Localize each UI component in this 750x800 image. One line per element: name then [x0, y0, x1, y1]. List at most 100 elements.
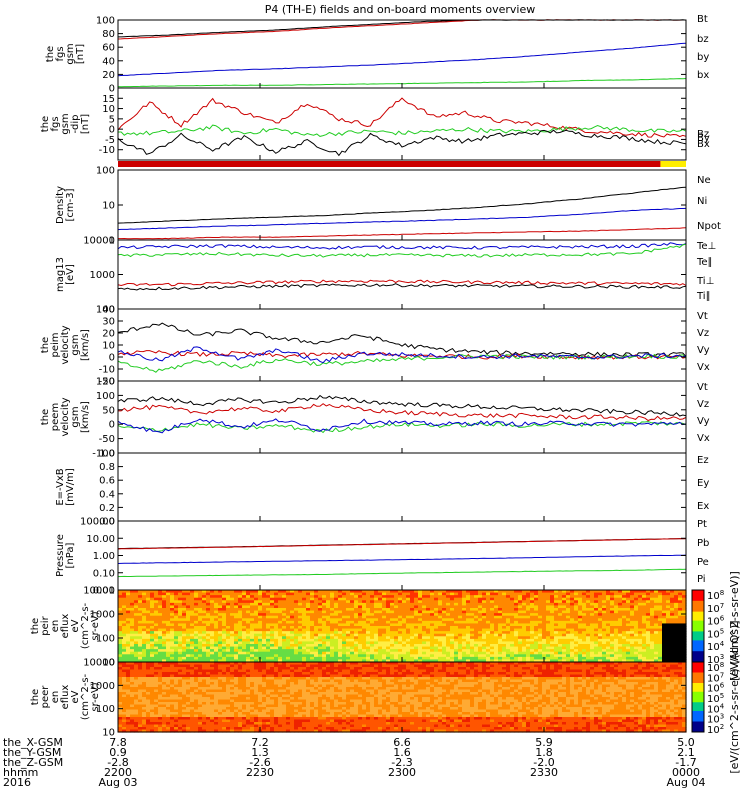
heat-cell [474, 633, 479, 637]
heat-cell [658, 659, 663, 663]
heat-cell [594, 626, 599, 630]
heat-cell [334, 602, 339, 607]
heat-cell [678, 613, 683, 617]
heat-cell [486, 590, 491, 594]
heat-cell [130, 623, 135, 627]
heat-cell [258, 628, 263, 632]
heat-cell [178, 654, 183, 658]
heat-cell [406, 649, 411, 653]
heat-cell [578, 636, 583, 640]
heat-cell [478, 651, 483, 655]
heat-cell [458, 623, 463, 627]
heat-cell [238, 597, 243, 601]
heat-cell [290, 595, 295, 599]
heat-cell [198, 628, 203, 632]
colorbar-label: [eV/(cm^2-s-sr-eV)] [728, 571, 741, 681]
heat-cell [574, 659, 579, 663]
heat-cell [194, 638, 199, 643]
heat-cell [502, 597, 507, 601]
heat-cell [346, 602, 351, 607]
heat-cell [282, 610, 287, 614]
heat-cell [622, 608, 627, 612]
heat-cell [558, 654, 563, 658]
heat-cell [366, 638, 371, 643]
heat-cell [210, 714, 215, 718]
heat-cell [638, 641, 643, 645]
heat-cell [226, 638, 231, 643]
heat-cell [614, 600, 619, 604]
heat-cell [366, 633, 371, 637]
heat-cell [566, 651, 571, 655]
heat-cell [142, 597, 147, 601]
heat-cell [334, 644, 339, 648]
heat-cell [486, 654, 491, 658]
heat-cell [518, 649, 523, 653]
heat-cell [250, 651, 255, 655]
heat-cell [154, 618, 159, 622]
heat-cell [414, 644, 419, 648]
heat-cell [126, 704, 131, 708]
heat-cell [542, 633, 547, 637]
heat-cell [306, 605, 311, 609]
heat-cell [238, 600, 243, 604]
heat-cell [202, 659, 207, 663]
heat-cell [306, 636, 311, 640]
heat-cell [322, 592, 327, 596]
heat-cell [306, 623, 311, 627]
heat-cell [206, 618, 211, 622]
heat-cell [118, 667, 123, 671]
heat-cell [662, 590, 667, 594]
heat-cell [210, 667, 215, 671]
heat-cell [198, 592, 203, 596]
heat-cell [650, 615, 655, 619]
heat-cell [582, 600, 587, 604]
heat-cell [222, 636, 227, 640]
heat-cell [434, 590, 439, 594]
heat-cell [446, 613, 451, 617]
heat-cell [466, 602, 471, 607]
heat-cell [470, 641, 475, 645]
heat-cell [566, 649, 571, 653]
heat-cell [594, 641, 599, 645]
heat-cell [138, 623, 143, 627]
heat-cell [366, 654, 371, 658]
heat-cell [178, 641, 183, 645]
y-tick-label: 10 [102, 201, 115, 212]
heat-cell [642, 590, 647, 594]
heat-cell [290, 592, 295, 596]
heat-cell [650, 636, 655, 640]
heat-cell [150, 618, 155, 622]
heat-cell [278, 654, 283, 658]
heat-cell [530, 631, 535, 635]
heat-cell [518, 638, 523, 643]
heat-cell [178, 697, 183, 701]
heat-cell [642, 656, 647, 661]
heat-cell [434, 613, 439, 617]
heat-cell [146, 623, 151, 627]
heat-cell [130, 727, 135, 731]
heat-cell [242, 615, 247, 619]
heat-cell [242, 592, 247, 596]
heat-cell [166, 709, 171, 713]
heat-cell [274, 620, 279, 625]
heat-cell [122, 644, 127, 648]
heat-cell [182, 656, 187, 661]
heat-cell [142, 672, 147, 676]
heat-cell [482, 654, 487, 658]
heat-cell [198, 664, 203, 668]
heat-cell [610, 597, 615, 601]
heat-cell [158, 597, 163, 601]
series-line-vy [117, 353, 687, 373]
heat-cell [174, 679, 179, 683]
heat-cell [158, 729, 163, 733]
heat-cell [118, 717, 123, 721]
heat-cell [190, 656, 195, 661]
heat-cell [466, 623, 471, 627]
series-line-bx [117, 129, 687, 157]
heat-cell [550, 613, 555, 617]
heat-cell [198, 697, 203, 701]
heat-cell [446, 602, 451, 607]
heat-cell [438, 626, 443, 630]
